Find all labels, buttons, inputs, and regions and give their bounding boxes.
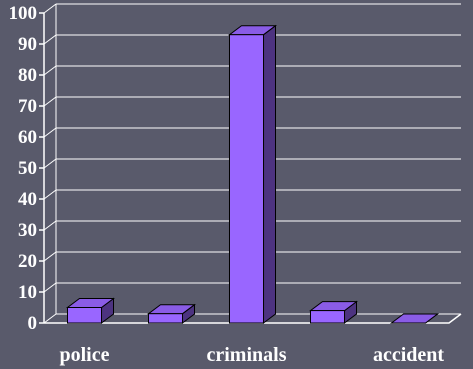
bar: [65, 297, 116, 324]
bars: [65, 24, 440, 324]
gridline-connector: [43, 220, 57, 231]
bar-front: [228, 34, 265, 324]
y-tick-label: 40: [18, 189, 37, 210]
bar-front: [147, 313, 184, 324]
gridline-connector: [43, 251, 57, 262]
y-tick-labels: 0 10 20 30 40 50 60 70 80 90 100: [9, 3, 38, 334]
y-tick-label: 90: [18, 34, 37, 55]
gridline-connector: [43, 34, 57, 45]
x-tick-label: police: [60, 344, 110, 366]
y-tick-label: 100: [9, 3, 38, 24]
bar: [308, 300, 359, 324]
y-tick-label: 50: [18, 158, 37, 179]
axes: [39, 4, 462, 324]
gridline-connector: [43, 313, 57, 324]
y-tick-label: 0: [28, 313, 38, 334]
bar: [389, 313, 440, 324]
gridline-connector: [43, 189, 57, 200]
bar-front: [66, 307, 103, 324]
gridline-connector: [43, 96, 57, 107]
x-tick-label: criminals: [207, 344, 287, 366]
bar: [227, 24, 278, 324]
y-tick-label: 80: [18, 65, 37, 86]
gridline-connector: [43, 158, 57, 169]
x-tick-label: accident: [373, 344, 444, 366]
bar-side: [263, 24, 277, 324]
bar-front: [309, 310, 346, 324]
y-tick-label: 20: [18, 251, 37, 272]
gridline-connector: [43, 127, 57, 138]
y-tick-label: 10: [18, 282, 37, 303]
x-tick-labels: police criminals accident: [60, 344, 445, 366]
y-tick-label: 60: [18, 127, 37, 148]
gridline-connector: [43, 3, 57, 14]
bar-top: [389, 313, 440, 324]
bar: [146, 303, 197, 324]
gridline-connector: [43, 282, 57, 293]
y-tick-label: 70: [18, 96, 37, 117]
y-tick-label: 30: [18, 220, 37, 241]
gridline-connector: [43, 65, 57, 76]
